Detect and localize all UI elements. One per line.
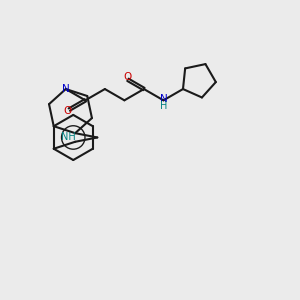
Text: NH: NH <box>61 132 76 142</box>
Text: O: O <box>124 72 132 82</box>
Text: N: N <box>62 84 70 94</box>
Text: O: O <box>63 106 71 116</box>
Text: N: N <box>160 94 168 104</box>
Text: H: H <box>160 101 168 111</box>
